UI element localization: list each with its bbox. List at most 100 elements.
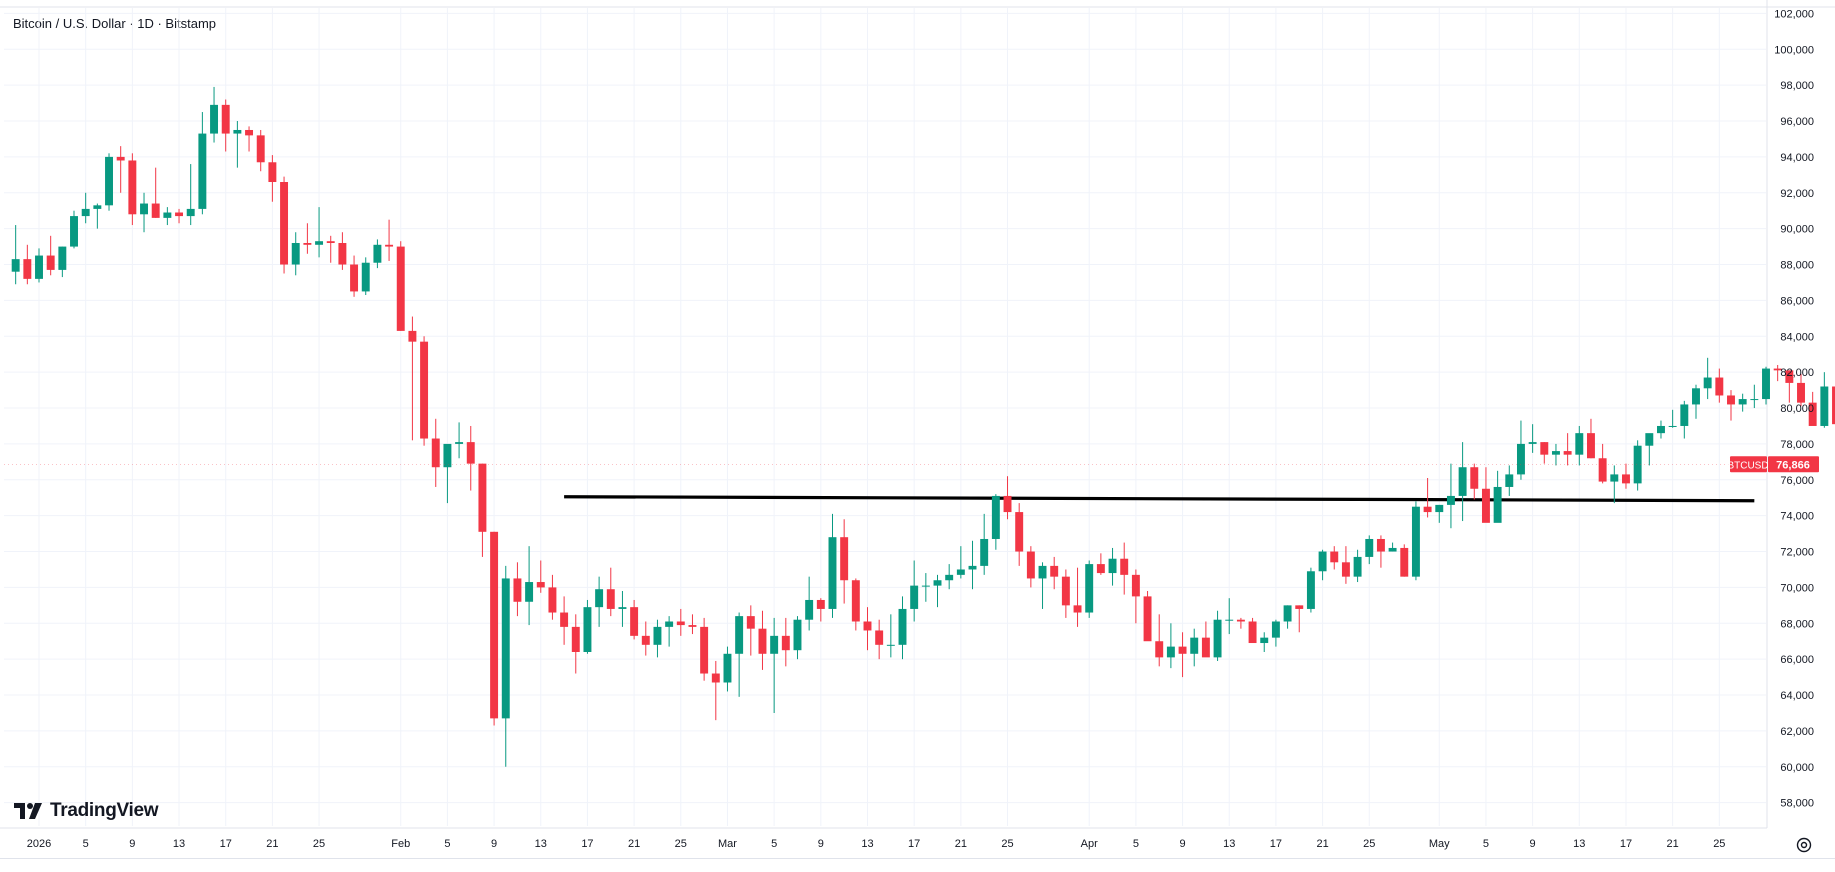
candle bbox=[46, 235, 55, 276]
time-tick-label: 13 bbox=[535, 838, 547, 850]
candle bbox=[1657, 420, 1665, 439]
time-tick-label: 17 bbox=[1270, 838, 1282, 850]
candle bbox=[735, 612, 744, 697]
candle-body bbox=[1306, 571, 1315, 609]
time-tick-label: 13 bbox=[861, 838, 873, 850]
candle bbox=[1236, 617, 1245, 629]
candle bbox=[478, 463, 487, 557]
price-tick-label: 100,000 bbox=[1774, 44, 1814, 56]
candle-body bbox=[1446, 495, 1455, 505]
candle bbox=[105, 153, 113, 211]
candle bbox=[548, 574, 557, 620]
candle-body bbox=[478, 463, 487, 532]
price-tick-label: 78,000 bbox=[1780, 439, 1814, 451]
candle-body bbox=[1131, 574, 1140, 597]
candle bbox=[210, 86, 219, 143]
candle-body bbox=[980, 538, 989, 566]
candle-body bbox=[361, 262, 370, 292]
candle-body bbox=[711, 673, 720, 683]
candle bbox=[1692, 384, 1700, 419]
candle bbox=[1785, 370, 1794, 403]
grid-lines bbox=[0, 0, 1835, 829]
candle-body bbox=[1481, 488, 1490, 523]
candle bbox=[11, 225, 20, 285]
candle bbox=[280, 176, 289, 274]
candle-body bbox=[1633, 445, 1642, 484]
time-tick-label: 21 bbox=[1667, 838, 1679, 850]
candle bbox=[81, 192, 90, 224]
price-tick-label: 92,000 bbox=[1780, 188, 1814, 200]
time-tick-label: Apr bbox=[1081, 838, 1098, 850]
time-tick-label: 25 bbox=[675, 838, 687, 850]
candle bbox=[968, 540, 977, 590]
candle bbox=[583, 599, 592, 654]
gear-icon[interactable] bbox=[1795, 836, 1813, 854]
candle-body bbox=[956, 569, 965, 575]
time-tick-label: 5 bbox=[83, 838, 89, 850]
candle bbox=[1470, 463, 1479, 500]
candles bbox=[4, 86, 1835, 767]
candle bbox=[1750, 384, 1759, 409]
candle-body bbox=[618, 607, 627, 609]
candle bbox=[676, 608, 685, 636]
candle-body bbox=[1120, 558, 1129, 575]
time-tick-label: 9 bbox=[491, 838, 497, 850]
candle bbox=[1528, 424, 1537, 453]
candle-body bbox=[443, 443, 452, 468]
candle bbox=[793, 616, 802, 660]
time-axis: 2026 5 9 13 17 21 25 Feb 5 9 13 17 21 25 Mar 5 9 13 17 21 25… bbox=[27, 838, 1726, 850]
candle bbox=[513, 562, 522, 617]
support-line bbox=[564, 495, 1755, 503]
candle bbox=[93, 203, 102, 229]
candle bbox=[630, 599, 639, 640]
price-tick-label: 90,000 bbox=[1780, 224, 1814, 236]
time-tick-label: 5 bbox=[1483, 838, 1489, 850]
candle-body bbox=[1190, 637, 1199, 654]
candle bbox=[1213, 610, 1222, 661]
candle-body bbox=[268, 162, 277, 183]
candle-body bbox=[1505, 474, 1514, 487]
candle bbox=[1458, 442, 1467, 522]
price-tick-label: 70,000 bbox=[1780, 582, 1814, 594]
candle bbox=[1330, 546, 1339, 570]
time-tick-label: 9 bbox=[1530, 838, 1536, 850]
candle bbox=[35, 248, 43, 283]
candle bbox=[140, 192, 148, 233]
candle-body bbox=[11, 259, 20, 272]
candle-body bbox=[688, 625, 697, 627]
candle-body bbox=[1680, 404, 1689, 426]
candle bbox=[303, 223, 312, 254]
candle-body bbox=[35, 255, 43, 279]
candle bbox=[396, 241, 405, 331]
candle bbox=[1388, 542, 1397, 552]
candle-body bbox=[746, 616, 755, 629]
candle-body bbox=[1797, 382, 1805, 403]
candle bbox=[945, 564, 954, 590]
time-tick-label: May bbox=[1429, 838, 1450, 850]
candle bbox=[186, 164, 195, 226]
candle-body bbox=[536, 582, 545, 588]
candle-body bbox=[1622, 474, 1630, 484]
candle-body bbox=[1236, 619, 1245, 622]
candle-body bbox=[1808, 402, 1817, 426]
candle bbox=[338, 232, 347, 270]
candle bbox=[1762, 366, 1770, 405]
candle bbox=[1633, 440, 1642, 491]
candle-body bbox=[1166, 646, 1175, 658]
candle bbox=[1166, 623, 1175, 669]
time-tick-label: 17 bbox=[908, 838, 920, 850]
candle bbox=[1668, 409, 1677, 428]
candle bbox=[385, 219, 394, 261]
candle bbox=[1551, 443, 1560, 466]
candle-body bbox=[1061, 576, 1070, 606]
candle bbox=[268, 155, 277, 202]
candle bbox=[1003, 476, 1012, 520]
candle bbox=[1703, 357, 1712, 400]
tradingview-logo[interactable]: TradingView bbox=[14, 800, 159, 822]
candle-body bbox=[1271, 621, 1280, 638]
time-tick-label: 17 bbox=[1620, 838, 1632, 850]
candle-body bbox=[280, 182, 289, 265]
candle-body bbox=[1493, 486, 1502, 523]
